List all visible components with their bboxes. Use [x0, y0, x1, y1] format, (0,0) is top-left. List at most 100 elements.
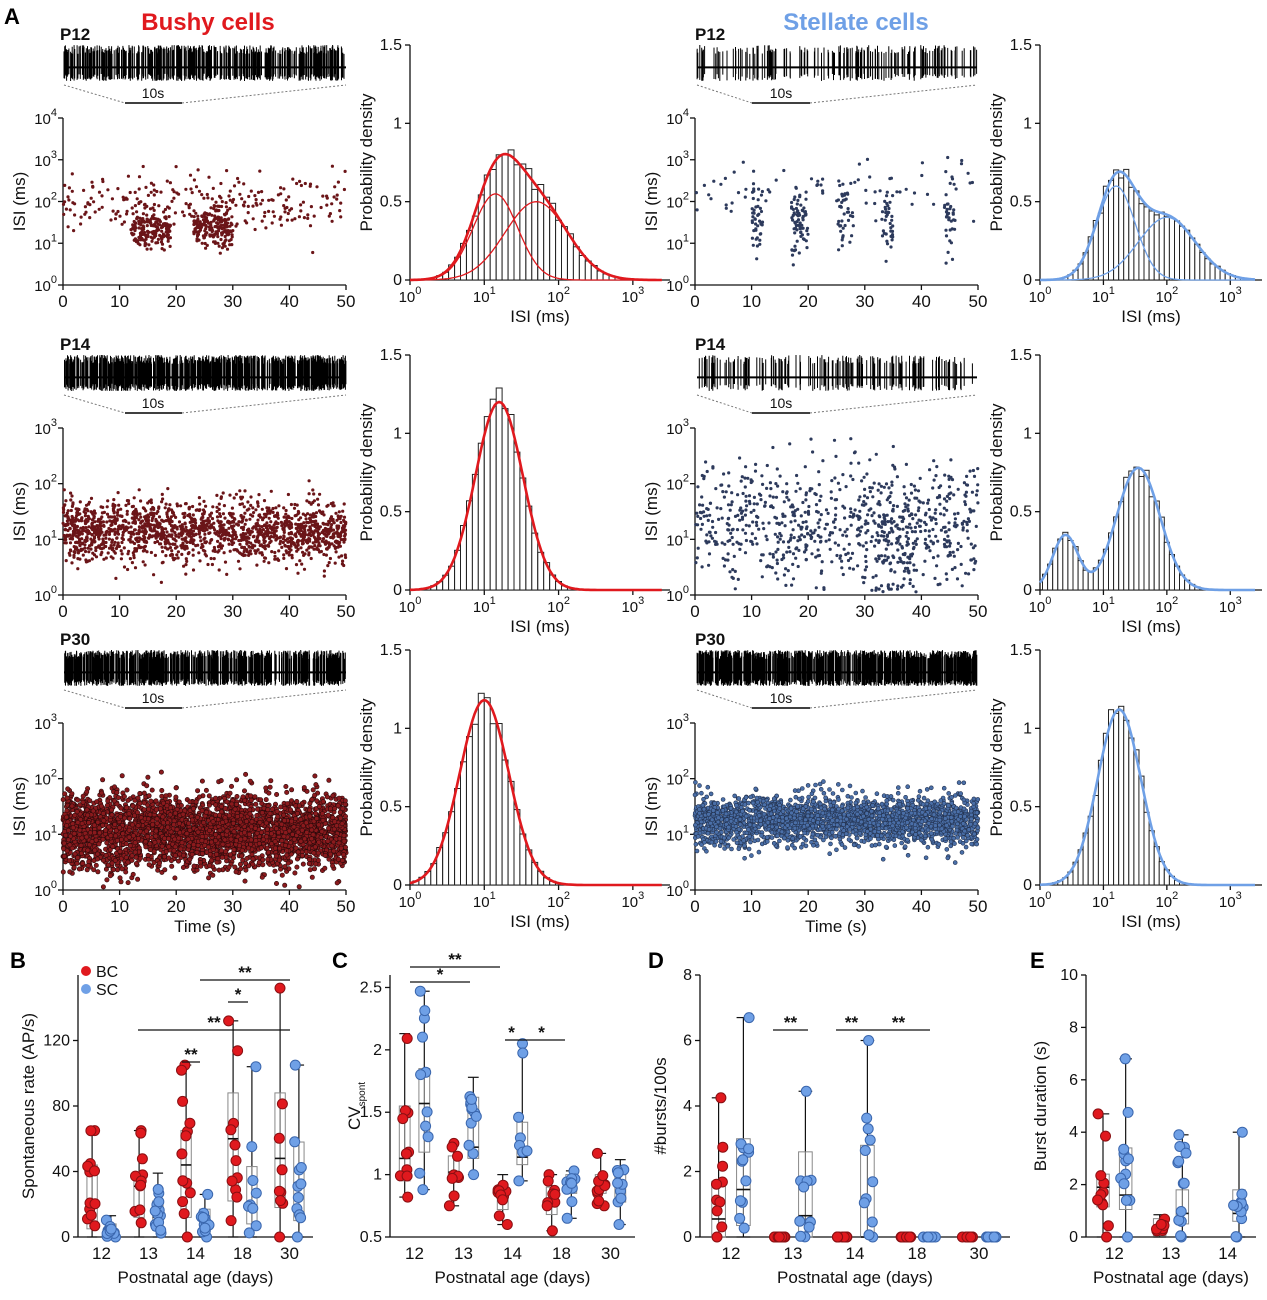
- raster-point: [829, 496, 834, 500]
- zoom-line-left: [63, 84, 126, 104]
- raster-point: [262, 499, 267, 503]
- raster-point: [784, 567, 788, 571]
- raster-point: [838, 183, 842, 188]
- raster-point: [159, 787, 165, 793]
- raster-point: [189, 187, 193, 191]
- raster-y-tick-label: 104: [666, 107, 689, 128]
- raster-point: [741, 491, 745, 496]
- scale-bar-label: 10s: [770, 395, 793, 411]
- raster-point: [759, 193, 764, 197]
- raster-point: [90, 542, 94, 546]
- raster-point: [171, 556, 175, 560]
- raster-point: [223, 244, 227, 248]
- raster-point: [844, 197, 848, 201]
- scale-bar-label: 10s: [142, 690, 165, 706]
- raster-point: [769, 504, 774, 508]
- raster-point: [242, 546, 246, 551]
- raster-point: [880, 217, 884, 221]
- raster-point: [819, 494, 823, 498]
- raster-x-tick-label: 40: [912, 602, 931, 621]
- raster-point: [187, 506, 191, 510]
- raster-point: [773, 532, 777, 536]
- raster-point: [145, 550, 149, 554]
- raster-point: [72, 528, 77, 532]
- raster-point: [750, 236, 755, 240]
- raster-point: [210, 538, 214, 542]
- hist-bar: [501, 153, 509, 281]
- raster-point: [198, 220, 202, 224]
- raster-point: [947, 211, 951, 215]
- raster-point: [284, 198, 288, 202]
- raster-point: [741, 528, 745, 532]
- raster-point: [113, 551, 117, 555]
- raster-point: [948, 541, 952, 545]
- raster-point: [913, 525, 918, 530]
- hist-y-label: Probability density: [357, 93, 376, 231]
- raster-point: [104, 536, 108, 540]
- raster-point: [889, 245, 893, 249]
- raster-point: [934, 534, 938, 538]
- raster-point: [290, 522, 294, 527]
- raster-point: [156, 237, 160, 241]
- raster-point: [963, 500, 967, 504]
- raster-point: [843, 530, 847, 534]
- raster-point: [219, 237, 223, 242]
- raster-point: [721, 490, 725, 494]
- raster-point: [934, 522, 938, 526]
- raster-point: [903, 551, 907, 556]
- raster-point: [107, 537, 111, 541]
- hist-bar: [1204, 258, 1211, 281]
- raster-point: [739, 479, 743, 483]
- raster-point: [744, 508, 748, 512]
- raster-point: [752, 508, 756, 512]
- raster-point: [154, 234, 158, 238]
- raster-point: [69, 498, 73, 502]
- raster-point: [695, 208, 699, 212]
- raster-point: [885, 513, 889, 517]
- raster-point: [234, 203, 238, 207]
- raster-y-tick-label: 101: [34, 823, 57, 844]
- raster-point: [165, 222, 169, 226]
- raster-point: [774, 550, 778, 554]
- raster-point: [68, 533, 72, 537]
- raster-point: [222, 212, 227, 216]
- raster-point: [141, 212, 145, 216]
- raster-point: [228, 549, 232, 553]
- raster-point: [793, 231, 797, 235]
- raster-point: [303, 552, 307, 556]
- raster-point: [926, 501, 930, 505]
- raster-point: [707, 552, 712, 556]
- raster-point: [752, 502, 756, 506]
- raster-point: [116, 187, 120, 191]
- raster-point: [107, 515, 111, 519]
- raster-point: [86, 202, 90, 206]
- raster-point: [259, 202, 263, 206]
- raster-point: [754, 520, 759, 525]
- raster-point: [778, 531, 782, 536]
- raster-point: [248, 517, 252, 521]
- raster-point: [331, 517, 335, 522]
- raster-point: [210, 517, 215, 521]
- raster-point: [804, 527, 809, 531]
- raster-point: [902, 517, 906, 521]
- raster-point: [951, 550, 955, 554]
- raster-point: [790, 206, 794, 210]
- raster-point: [910, 552, 915, 556]
- raster-points: [60, 769, 349, 890]
- raster-point: [309, 556, 313, 561]
- raster-point: [204, 246, 208, 250]
- raster-point: [100, 205, 104, 209]
- raster-x-tick-label: 0: [58, 897, 67, 916]
- hist-y-label: Probability density: [987, 93, 1006, 231]
- raster-point: [231, 197, 236, 202]
- raster-point: [191, 568, 196, 572]
- raster-point: [174, 539, 178, 543]
- raster-point: [89, 496, 94, 500]
- raster-point: [258, 169, 262, 173]
- raster-point: [65, 523, 69, 527]
- raster-point: [949, 204, 953, 209]
- raster-point: [905, 531, 909, 535]
- raster-x-tick-label: 30: [855, 602, 874, 621]
- raster-point: [953, 566, 957, 570]
